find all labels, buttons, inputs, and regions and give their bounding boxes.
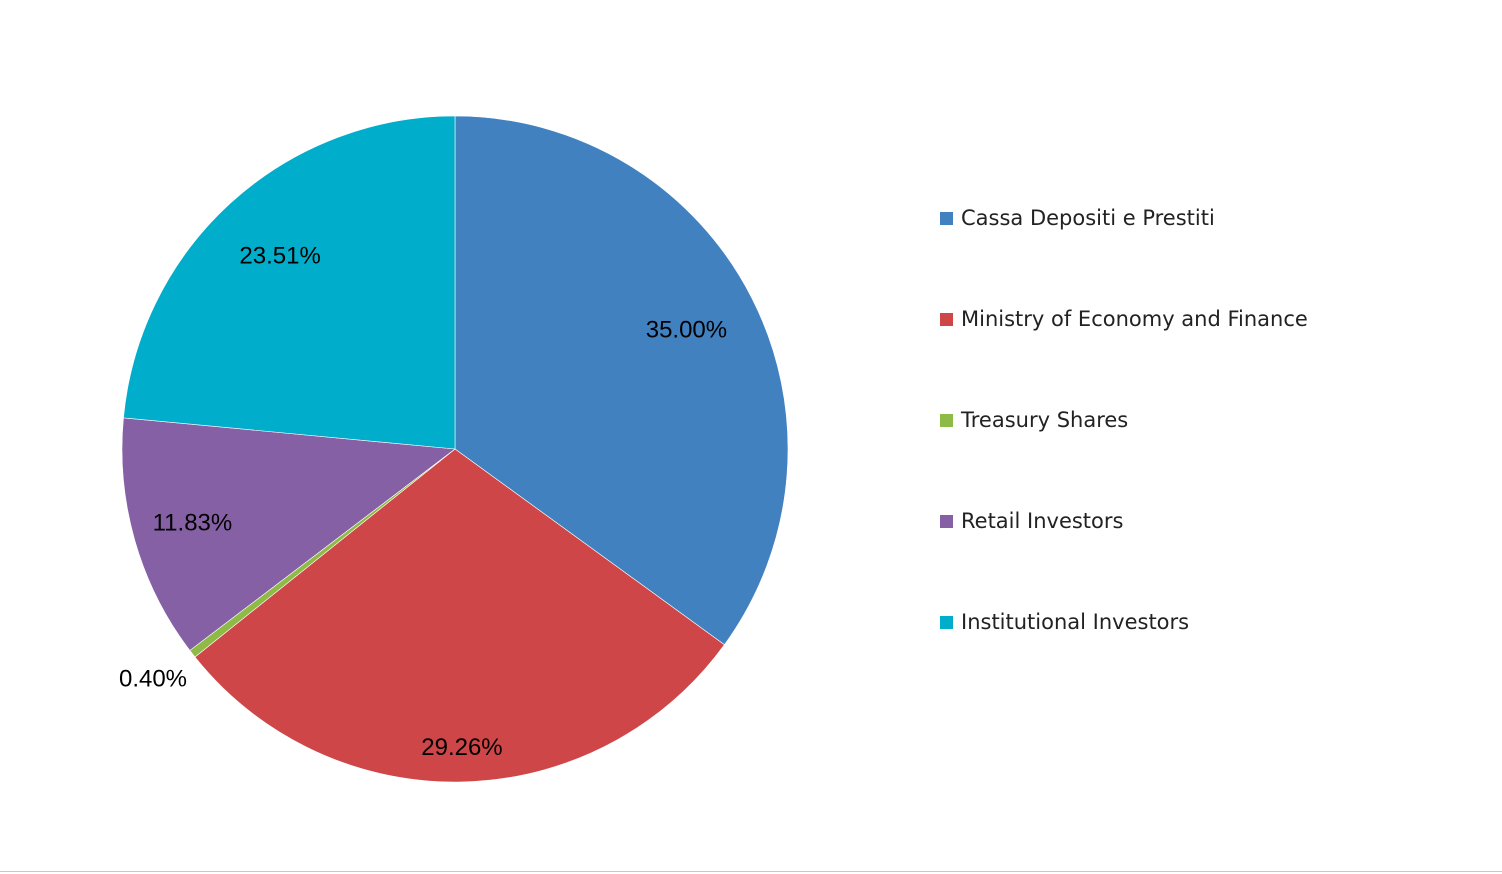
data-label-retail-investors: 11.83% bbox=[153, 509, 233, 536]
data-label-cassa-depositi-e-prestiti: 35.00% bbox=[646, 316, 727, 343]
legend-swatch bbox=[940, 211, 953, 225]
legend-label: Ministry of Economy and Finance bbox=[961, 307, 1308, 331]
legend-label: Retail Investors bbox=[961, 509, 1124, 533]
legend-label: Cassa Depositi e Prestiti bbox=[961, 206, 1215, 230]
legend-item-treasury-shares: Treasury Shares bbox=[940, 400, 1308, 440]
legend-label: Treasury Shares bbox=[961, 408, 1129, 432]
pie-slices bbox=[121, 115, 789, 783]
pie-slice-institutional-investors bbox=[123, 115, 456, 450]
legend-item-ministry-economy: Ministry of Economy and Finance bbox=[940, 299, 1308, 339]
legend-item-institutional-investors: Institutional Investors bbox=[940, 602, 1308, 642]
legend-item-cassa-depositi: Cassa Depositi e Prestiti bbox=[940, 198, 1308, 238]
bottom-divider bbox=[0, 871, 1502, 872]
legend-swatch bbox=[940, 312, 953, 326]
data-label-ministry-of-economy-and-finance: 29.26% bbox=[421, 734, 502, 761]
chart-legend: Cassa Depositi e Prestiti Ministry of Ec… bbox=[940, 198, 1308, 703]
legend-label: Institutional Investors bbox=[961, 610, 1190, 634]
pie-slice-retail-investors bbox=[121, 417, 456, 651]
pie-slice-ministry-of-economy-and-finance bbox=[194, 448, 725, 783]
legend-item-retail-investors: Retail Investors bbox=[940, 501, 1308, 541]
data-label-institutional-investors: 23.51% bbox=[239, 242, 320, 269]
pie-data-labels: 35.00% 29.26% 0.40% 11.83% 23.51% bbox=[119, 242, 727, 761]
legend-swatch bbox=[940, 413, 953, 427]
legend-swatch bbox=[940, 615, 953, 629]
legend-swatch bbox=[940, 514, 953, 528]
data-label-treasury-shares: 0.40% bbox=[119, 665, 187, 692]
pie-slice-cassa-depositi-e-prestiti bbox=[454, 115, 789, 646]
